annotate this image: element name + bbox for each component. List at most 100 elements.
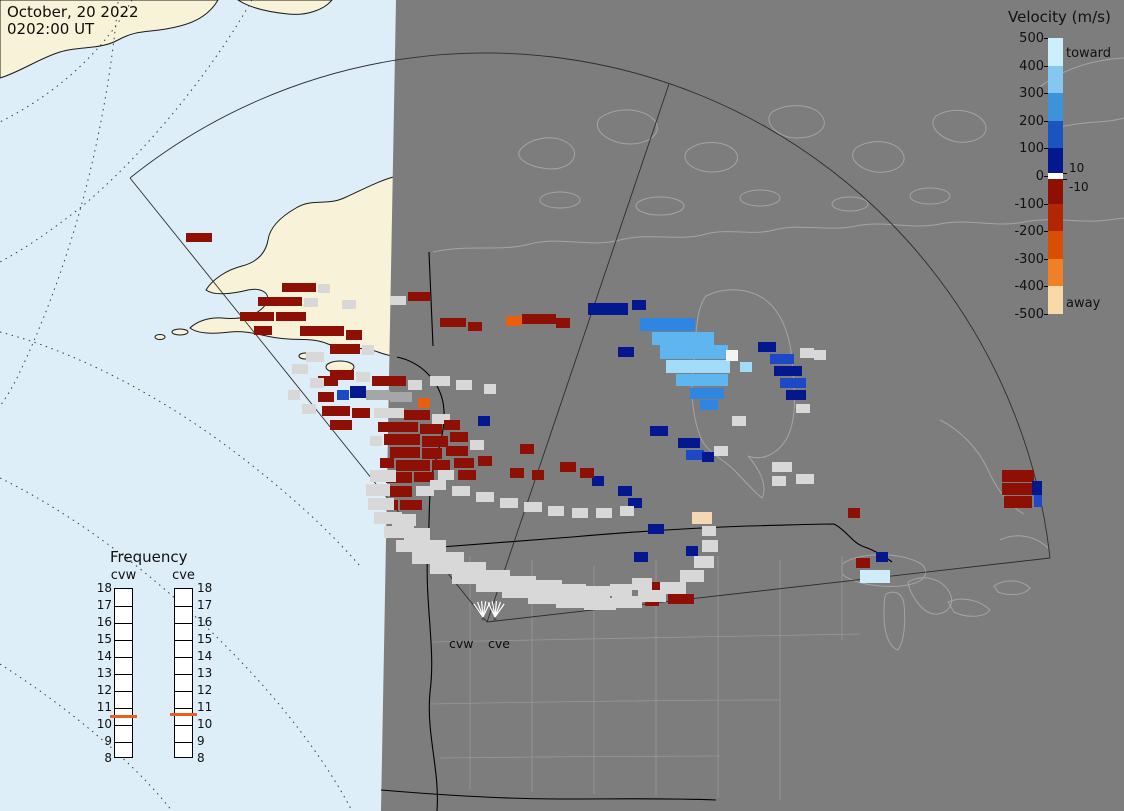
frequency-scale-division — [175, 742, 192, 743]
colorbar-segment — [1048, 93, 1063, 121]
arctic-island-6 — [932, 109, 987, 143]
radar-data-cell — [254, 326, 272, 335]
frequency-tick-label: 15 — [197, 632, 213, 646]
radar-data-cell — [686, 546, 698, 556]
frequency-scale-bar-cvw — [114, 588, 133, 758]
alaska-yukon-border — [428, 251, 434, 347]
colorbar-segment — [1048, 65, 1063, 94]
radar-data-cell — [330, 344, 360, 354]
frequency-scale-division — [175, 708, 192, 709]
radar-data-cell — [640, 318, 695, 331]
radar-data-cell — [414, 472, 434, 482]
radar-data-cell — [484, 384, 496, 394]
radar-data-cell — [1032, 481, 1042, 495]
radar-data-cell — [524, 502, 542, 512]
radar-data-cell — [186, 233, 212, 242]
radar-data-cell — [500, 498, 518, 508]
radar-data-cell — [422, 436, 448, 447]
velocity-tick-mark — [1044, 231, 1048, 233]
frequency-tick-label: 17 — [197, 598, 213, 612]
radar-data-cell — [342, 300, 356, 309]
velocity-tick-mark — [1044, 120, 1048, 122]
frequency-scale-bar-cve — [174, 588, 193, 758]
arctic-island-1 — [518, 137, 575, 170]
radar-data-cell — [416, 486, 434, 496]
velocity-threshold-mark — [1063, 178, 1067, 180]
radar-data-cell — [432, 460, 450, 470]
radar-data-cell — [476, 492, 494, 502]
state-line-10 — [439, 755, 721, 759]
radar-data-cell — [592, 476, 604, 486]
frequency-scale-division — [115, 623, 132, 624]
arctic-island-2 — [597, 109, 658, 145]
radar-data-cell — [350, 386, 366, 398]
radar-data-cell — [648, 524, 664, 534]
radar-data-cell — [288, 390, 300, 400]
frequency-tick-label: 18 — [96, 581, 112, 595]
radar-data-cell — [506, 316, 522, 326]
velocity-tick-label: 500 — [1019, 31, 1044, 46]
frequency-tick-label: 14 — [96, 649, 112, 663]
velocity-threshold-mark — [1063, 173, 1067, 175]
radar-data-cell — [292, 364, 308, 374]
radar-data-cell — [508, 576, 536, 588]
radar-data-cell — [694, 556, 714, 568]
radar-data-cell — [548, 506, 564, 516]
fov-outer-arc — [129, 52, 1051, 559]
radar-data-cell — [362, 345, 374, 355]
arctic-island-7 — [539, 191, 581, 209]
radar-data-cell — [856, 558, 870, 568]
state-borders — [429, 556, 861, 800]
frequency-radar-label-cvw: cvw — [110, 568, 137, 583]
velocity-tick-mark — [1044, 65, 1048, 67]
radar-data-cell — [726, 350, 738, 361]
radar-data-cell — [612, 596, 642, 608]
velocity-tick-mark — [1044, 148, 1048, 150]
radar-data-cell — [620, 506, 634, 516]
radar-data-cell — [366, 484, 390, 496]
radar-data-cell — [337, 390, 349, 400]
frequency-tick-label: 15 — [96, 632, 112, 646]
lake-michigan — [883, 591, 906, 651]
radar-data-cell — [796, 404, 810, 413]
radar-data-cell — [446, 446, 468, 456]
radar-data-cell — [772, 476, 786, 486]
frequency-tick-label: 18 — [197, 581, 213, 595]
velocity-tick-label: -400 — [1014, 279, 1044, 295]
landmass-top-small — [237, 0, 333, 15]
radar-data-cell — [258, 297, 302, 306]
radar-data-cell — [318, 284, 330, 293]
radar-data-cell — [438, 470, 454, 480]
radar-data-cell — [454, 458, 474, 468]
radar-data-cell — [532, 470, 544, 480]
radar-data-cell — [796, 474, 814, 484]
radar-data-cell — [520, 444, 534, 454]
radar-data-cell — [468, 322, 482, 331]
velocity-colorbar — [1048, 38, 1063, 314]
toward-label: toward — [1066, 46, 1112, 61]
frequency-tick-label: 12 — [96, 683, 112, 697]
velocity-threshold-label: 10 — [1069, 161, 1085, 176]
radar-data-cell — [702, 452, 714, 462]
frequency-tick-label: 10 — [197, 717, 213, 731]
radar-data-cell — [522, 314, 556, 324]
fov-middle-edge — [486, 83, 670, 623]
radar-data-cell — [430, 480, 446, 490]
gulf-coast — [999, 535, 1049, 549]
lake-ontario — [993, 580, 1031, 596]
radar-data-cell — [580, 468, 594, 478]
frequency-marker-cve — [170, 712, 197, 716]
radar-data-cell — [282, 283, 316, 292]
radar-data-cell — [302, 404, 316, 414]
radar-data-cell — [440, 318, 466, 327]
radar-data-cell — [318, 392, 334, 402]
frequency-scale-division — [115, 674, 132, 675]
arctic-island-3 — [684, 142, 739, 173]
colorbar-segment — [1048, 178, 1063, 204]
radar-data-cell — [1004, 496, 1032, 508]
radar-data-cell — [346, 330, 362, 340]
radar-data-cell — [714, 446, 728, 456]
radar-data-cell — [628, 498, 642, 508]
dayside-land — [0, 0, 398, 374]
